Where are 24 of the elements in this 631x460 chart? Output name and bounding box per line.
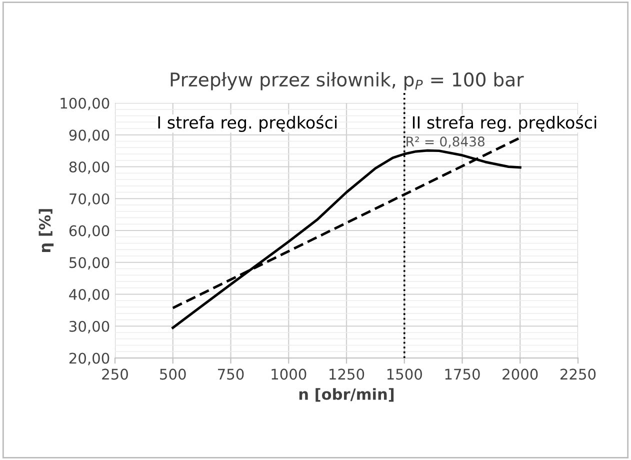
y-axis-title: η [%]	[38, 209, 54, 252]
y-tick-label: 50,00	[70, 257, 110, 270]
x-tick-label: 500	[160, 368, 186, 380]
y-tick-label: 100,00	[60, 98, 110, 110]
y-tick-label: 20,00	[69, 352, 110, 366]
y-tick-label: 30,00	[70, 320, 110, 334]
y-tick-label: 70,00	[70, 193, 110, 206]
x-tick-label: 2000	[502, 368, 538, 380]
annotation: II strefa reg. prędkości	[412, 115, 596, 132]
x-tick-label: 1500	[387, 368, 422, 380]
x-axis-title: n [obr/min]	[299, 388, 394, 402]
x-tick-label: 1750	[445, 368, 480, 380]
x-tick-label: 250	[102, 368, 128, 380]
x-tick-label: 750	[218, 368, 244, 380]
y-tick-label: 80,00	[69, 161, 110, 174]
y-tick-label: 90,00	[69, 130, 110, 142]
annotation: I strefa reg. prędkości	[158, 115, 337, 132]
x-tick-label: 2250	[560, 368, 596, 380]
y-tick-label: 40,00	[69, 288, 110, 302]
x-tick-label: 1000	[272, 368, 306, 380]
x-tick-label: 1250	[330, 368, 364, 380]
chart-title: Przepływ przez siłownik, p$_{P}$ = 100 bar	[170, 72, 524, 90]
annotation: R² = 0,8438	[406, 136, 484, 148]
y-tick-label: 60,00	[69, 225, 110, 238]
